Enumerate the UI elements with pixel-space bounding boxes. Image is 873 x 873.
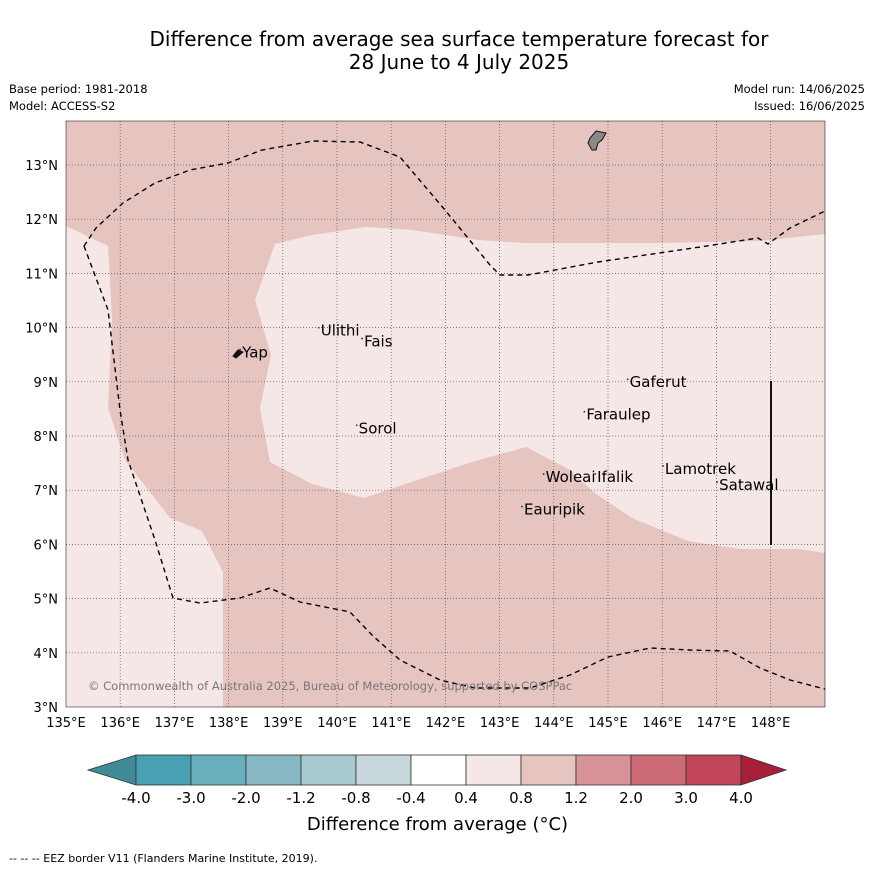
atoll-marker: [521, 505, 523, 508]
lat-tick-label: 7°N: [34, 484, 59, 499]
lon-tick-label: 144°E: [534, 716, 574, 731]
colorbar-tick-label: 3.0: [674, 789, 698, 807]
copyright-text: © Commonwealth of Australia 2025, Bureau…: [88, 679, 572, 693]
atoll-marker: [594, 473, 597, 475]
colorbar-segment: [190, 754, 247, 786]
eez-legend-note: -- -- -- EEZ border V11 (Flanders Marine…: [9, 852, 318, 865]
colorbar-segment: [630, 754, 687, 786]
colorbar-segment: [410, 754, 467, 786]
lon-tick-label: 146°E: [642, 716, 682, 731]
atoll-marker: [716, 481, 719, 484]
lat-tick-label: 8°N: [34, 430, 59, 445]
colorbar-tick-label: -0.8: [341, 789, 370, 807]
graticule: [66, 121, 825, 707]
place-label-ifalik: Ifalik: [597, 468, 633, 486]
colorbar-tick-label: 2.0: [619, 789, 643, 807]
colorbar-tick-label: -3.0: [176, 789, 205, 807]
place-label-sorol: Sorol: [359, 419, 397, 437]
atoll-marker: [239, 348, 242, 351]
colorbar-tick-label: -4.0: [121, 789, 150, 807]
meta-left: Base period: 1981-2018 Model: ACCESS-S2: [9, 81, 148, 115]
meta-right: Model run: 14/06/2025 Issued: 16/06/2025: [734, 81, 865, 115]
lat-tick-label: 11°N: [25, 267, 58, 282]
colorbar: -4.0 -3.0 -2.0 -1.2 -0.8 -0.4 0.4 0.8 1.2 2.0 3.0 4…: [86, 754, 788, 807]
yap-island: [232, 349, 244, 359]
axis-tick-labels: 135°E 136°E 137°E 138°E 139°E 140°E 141°E 142°E…: [25, 159, 790, 731]
lon-tick-label: 136°E: [100, 716, 140, 731]
colorbar-segment: [135, 754, 192, 786]
lon-tick-label: 141°E: [371, 716, 411, 731]
colorbar-tick-label: 0.4: [454, 789, 478, 807]
lat-tick-label: 4°N: [34, 647, 59, 662]
colorbar-tick-label: -0.4: [396, 789, 425, 807]
lon-tick-label: 137°E: [155, 716, 195, 731]
model-name: Model: ACCESS-S2: [9, 99, 116, 113]
map-title: Difference from average sea surface temp…: [0, 28, 873, 74]
colorbar-segment: [520, 754, 577, 786]
colorbar-title: Difference from average (°C): [306, 814, 569, 835]
anomaly-region-low-west: [66, 226, 223, 707]
colorbar-tick-label: -1.2: [286, 789, 315, 807]
place-label-eauripik: Eauripik: [524, 501, 585, 519]
lon-tick-label: 147°E: [697, 716, 737, 731]
colorbar-segment: [465, 754, 522, 786]
lon-tick-label: 142°E: [426, 716, 466, 731]
place-label-faraulep: Faraulep: [586, 406, 650, 424]
model-run: Model run: 14/06/2025: [733, 82, 865, 96]
colorbar-segment: [245, 754, 302, 786]
atoll-marker: [542, 473, 545, 475]
map-frame: [65, 120, 826, 708]
place-label-gaferut: Gaferut: [630, 373, 687, 391]
colorbar-segment: [685, 754, 742, 786]
lon-tick-label: 148°E: [751, 716, 791, 731]
anomaly-region-low-central: [255, 227, 825, 553]
place-label-lamotrek: Lamotrek: [665, 460, 736, 478]
lat-tick-label: 5°N: [34, 593, 59, 608]
lat-tick-label: 3°N: [34, 701, 59, 716]
lat-tick-label: 10°N: [25, 322, 58, 337]
atoll-marker: [317, 326, 320, 329]
lat-tick-label: 13°N: [25, 159, 58, 174]
atoll-marker: [626, 378, 629, 381]
base-period: Base period: 1981-2018: [9, 82, 148, 96]
colorbar-under-triangle: [86, 754, 137, 786]
lon-tick-label: 140°E: [317, 716, 357, 731]
lon-tick-label: 143°E: [480, 716, 520, 731]
place-label-satawal: Satawal: [719, 476, 778, 494]
colorbar-segment: [355, 754, 412, 786]
atoll-marker: [662, 465, 664, 467]
atoll-marker: [355, 424, 358, 427]
title-line-1: Difference from average sea surface temp…: [149, 27, 769, 51]
place-label-woleai: Woleai: [546, 468, 596, 486]
lat-tick-label: 9°N: [34, 376, 59, 391]
title-line-2: 28 June to 4 July 2025: [348, 50, 570, 74]
guam-island: [587, 130, 607, 151]
lat-tick-label: 6°N: [34, 538, 59, 553]
lon-tick-label: 135°E: [46, 716, 86, 731]
lon-tick-label: 138°E: [209, 716, 249, 731]
lon-tick-label: 145°E: [588, 716, 628, 731]
atoll-marker: [583, 410, 586, 413]
lon-tick-label: 139°E: [263, 716, 303, 731]
colorbar-segment: [300, 754, 357, 786]
eez-border-west: [83, 140, 826, 276]
place-label-ulithi: Ulithi: [321, 322, 360, 340]
colorbar-tick-label: 0.8: [509, 789, 533, 807]
colorbar-tick-label: 4.0: [729, 789, 753, 807]
colorbar-segment: [575, 754, 632, 786]
colorbar-tick-label: 1.2: [564, 789, 588, 807]
colorbar-tick-label: -2.0: [231, 789, 260, 807]
atoll-marker: [361, 337, 363, 340]
issued-date: Issued: 16/06/2025: [754, 99, 865, 113]
place-label-fais: Fais: [364, 333, 393, 351]
place-label-yap: Yap: [241, 343, 268, 361]
eez-border-south: [83, 245, 826, 690]
colorbar-over-triangle: [740, 754, 788, 786]
lat-tick-label: 12°N: [25, 213, 58, 228]
